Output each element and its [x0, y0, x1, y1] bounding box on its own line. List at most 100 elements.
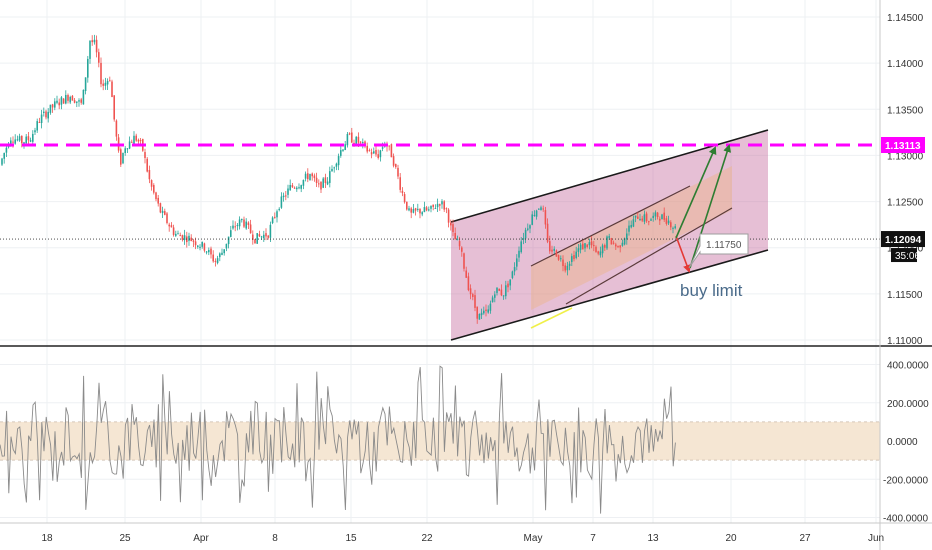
candle-body	[414, 208, 417, 211]
candle-body	[236, 225, 239, 227]
candle-body	[619, 245, 621, 248]
candle-body	[106, 80, 109, 85]
candle-body	[544, 210, 547, 225]
candle-body	[397, 167, 399, 177]
candle-body	[56, 100, 58, 103]
candle-body	[357, 136, 360, 143]
candle-body	[109, 80, 111, 82]
candle-body	[535, 210, 538, 217]
candle-body	[529, 225, 531, 229]
candle-body	[469, 288, 472, 295]
candle-body	[355, 136, 357, 144]
inner-channel-fill	[531, 166, 732, 310]
candle-body	[485, 309, 487, 312]
candle-body	[463, 253, 465, 269]
candle-body	[665, 218, 668, 224]
candle-body	[456, 239, 459, 241]
candle-body	[474, 295, 476, 308]
time-tick-label: 13	[647, 533, 659, 544]
candle-body	[584, 243, 586, 249]
candle-body	[670, 222, 672, 228]
candle-body	[280, 196, 283, 208]
candle-body	[78, 100, 80, 102]
candle-body	[234, 226, 236, 228]
candle-body	[5, 147, 8, 153]
candle-body	[401, 190, 404, 194]
candle-body	[199, 246, 201, 248]
price-tick-label: 1.14500	[887, 13, 924, 24]
candle-body	[172, 227, 175, 235]
candle-body	[170, 225, 173, 228]
candle-body	[434, 208, 437, 210]
candle-body	[406, 201, 408, 210]
candle-body	[60, 97, 63, 105]
candle-body	[500, 289, 503, 296]
candle-body	[562, 259, 564, 267]
candle-body	[667, 220, 670, 224]
candle-body	[417, 208, 419, 210]
candle-body	[137, 139, 140, 142]
candle-body	[194, 241, 197, 246]
candle-body	[432, 204, 434, 207]
candle-body	[628, 225, 630, 232]
candle-body	[34, 130, 36, 133]
candle-body	[575, 251, 577, 258]
price-tick-label: 1.12500	[887, 198, 924, 209]
candle-body	[84, 77, 87, 92]
candle-body	[43, 111, 45, 114]
candle-body	[606, 236, 608, 249]
candle-body	[12, 141, 14, 143]
candle-body	[557, 255, 560, 260]
candle-body	[555, 250, 558, 257]
candle-body	[289, 184, 291, 191]
candle-body	[267, 235, 269, 238]
candle-body	[601, 245, 604, 254]
osc-band	[0, 421, 880, 461]
candle-body	[340, 150, 342, 156]
candle-body	[190, 237, 192, 241]
candle-body	[296, 187, 298, 190]
candle-body	[403, 194, 406, 203]
price-tick-label: 1.13500	[887, 105, 924, 116]
candle-body	[546, 223, 549, 242]
candle-body	[135, 135, 137, 141]
candle-body	[447, 209, 450, 223]
candle-body	[320, 181, 322, 190]
candle-body	[183, 235, 186, 241]
candle-body	[58, 102, 60, 106]
candle-body	[452, 224, 454, 233]
time-tick-label: Apr	[193, 533, 209, 544]
countdown-text: 35:06	[895, 251, 920, 262]
candle-body	[62, 98, 65, 104]
candle-body	[560, 258, 562, 260]
candle-body	[335, 163, 338, 167]
candle-body	[610, 238, 613, 245]
time-tick-label: 18	[41, 533, 53, 544]
candle-body	[524, 229, 527, 239]
candle-body	[612, 242, 615, 244]
candle-body	[634, 215, 637, 218]
candle-body	[131, 141, 133, 143]
candle-body	[287, 188, 289, 195]
candle-body	[260, 236, 263, 238]
candle-body	[51, 104, 54, 108]
candle-body	[412, 209, 415, 213]
candle-body	[564, 265, 566, 271]
candle-body	[122, 152, 124, 164]
candle-body	[674, 226, 676, 229]
candle-body	[586, 244, 588, 247]
candle-body	[102, 83, 104, 86]
candle-body	[274, 216, 276, 218]
candle-body	[436, 203, 439, 208]
candle-body	[443, 201, 445, 210]
buy-arrow-2	[689, 144, 731, 269]
candle-body	[568, 263, 571, 266]
candle-body	[144, 152, 146, 158]
candle-body	[540, 207, 542, 211]
price-tick-label: 1.13000	[887, 151, 924, 162]
candle-body	[82, 89, 85, 105]
time-tick-label: 15	[345, 533, 357, 544]
candle-body	[639, 218, 641, 221]
candle-body	[588, 241, 591, 246]
